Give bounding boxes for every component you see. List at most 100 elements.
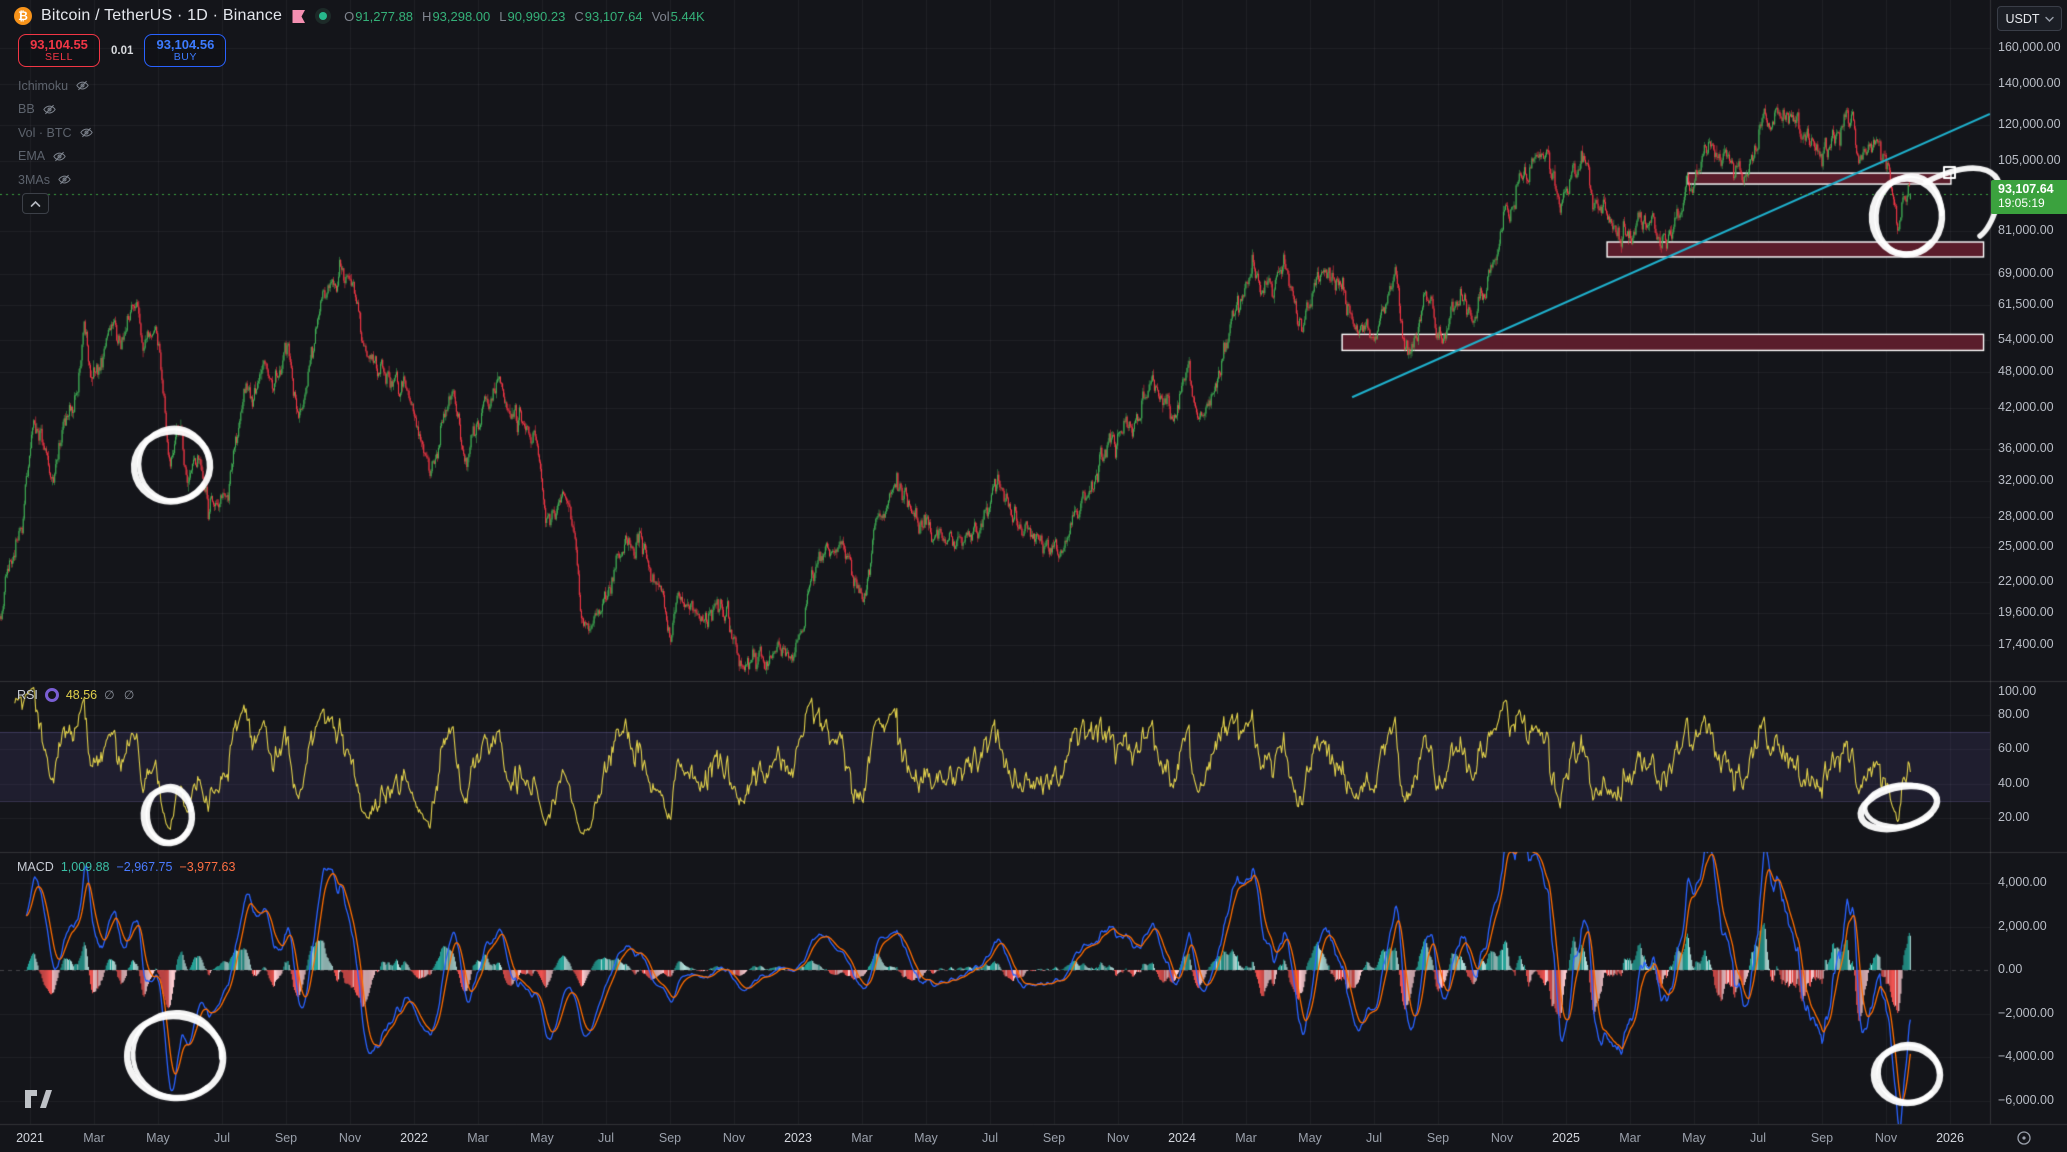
- eye-off-icon: [76, 81, 89, 91]
- last-price-label: 93,107.64 19:05:19: [1991, 179, 2067, 214]
- time-tick-month: Jul: [214, 1131, 230, 1145]
- sell-price: 93,104.55: [30, 37, 88, 52]
- toggle-visibility-icon[interactable]: [75, 78, 90, 93]
- time-tick-month: May: [146, 1131, 170, 1145]
- time-tick-year: 2022: [400, 1131, 428, 1145]
- time-tick-year: 2023: [784, 1131, 812, 1145]
- sell-label: SELL: [44, 51, 74, 63]
- time-tick-month: May: [914, 1131, 938, 1145]
- time-tick-year: 2026: [1936, 1131, 1964, 1145]
- time-tick-month: Mar: [1235, 1131, 1257, 1145]
- tradingview-logo[interactable]: [24, 1089, 53, 1109]
- time-tick-year: 2021: [16, 1131, 44, 1145]
- bitcoin-icon: ₿: [14, 7, 32, 25]
- time-tick-month: May: [1298, 1131, 1322, 1145]
- time-tick-month: Jul: [982, 1131, 998, 1145]
- buy-button[interactable]: 93,104.56 BUY: [144, 34, 227, 67]
- price-tick-label: 22,000.00: [1998, 573, 2054, 588]
- flag-icon[interactable]: [291, 9, 306, 24]
- time-tick-month: Nov: [1490, 1131, 1514, 1145]
- macd-tick-label: −6,000.00: [1998, 1092, 2054, 1107]
- currency-label: USDT: [2005, 11, 2040, 26]
- time-tick-month: Nov: [1874, 1131, 1898, 1145]
- rsi-tick-label: 100.00: [1998, 684, 2037, 698]
- price-tick-label: 28,000.00: [1998, 508, 2054, 523]
- time-tick-month: Mar: [467, 1131, 489, 1145]
- rsi-indicator-icon: [44, 688, 59, 702]
- toggle-visibility-icon[interactable]: [79, 125, 94, 140]
- ohlc-vol: Vol5.44K: [651, 8, 705, 24]
- time-tick-year: 2025: [1552, 1131, 1580, 1145]
- macd-tick-label: 0.00: [1998, 962, 2023, 976]
- collapse-indicators-button[interactable]: [22, 193, 49, 214]
- indicator-list: Ichimoku BB Vol · BTC EMA 3MAs: [18, 74, 94, 192]
- rsi-tick-label: 60.00: [1998, 741, 2030, 756]
- eye-off-icon: [53, 151, 66, 161]
- eye-off-icon: [58, 175, 71, 185]
- order-panel: 93,104.55 SELL 0.01 93,104.56 BUY: [18, 34, 227, 67]
- time-tick-month: Mar: [851, 1131, 873, 1145]
- price-tick-label: 48,000.00: [1998, 363, 2054, 378]
- currency-toggle[interactable]: USDT: [1997, 6, 2062, 31]
- ohlc-h: H93,298.00: [422, 8, 491, 24]
- macd-tick-label: −4,000.00: [1998, 1049, 2054, 1063]
- price-tick-label: 81,000.00: [1998, 223, 2054, 238]
- time-tick-month: May: [530, 1131, 554, 1145]
- price-tick-label: 140,000.00: [1998, 75, 2061, 90]
- time-tick-month: Sep: [658, 1131, 682, 1145]
- chevron-down-icon: [2044, 16, 2054, 22]
- rsi-label: RSI: [17, 688, 38, 702]
- macd-tick-label: 4,000.00: [1998, 875, 2047, 889]
- time-tick-month: Nov: [338, 1131, 362, 1145]
- ohlc-values: O91,277.88 H93,298.00 L90,990.23 C93,107.64…: [344, 9, 705, 24]
- time-tick-year: 2024: [1168, 1131, 1196, 1145]
- symbol-header: ₿ Bitcoin / TetherUS · 1D · Binance O91,…: [14, 7, 705, 25]
- buy-label: BUY: [173, 51, 198, 63]
- toggle-visibility-icon[interactable]: [42, 102, 57, 117]
- price-tick-label: 25,000.00: [1998, 539, 2054, 554]
- toggle-visibility-icon[interactable]: [57, 172, 72, 187]
- indicator-row-3mas[interactable]: 3MAs: [18, 168, 94, 192]
- macd-label: MACD: [17, 860, 54, 874]
- eye-off-icon: [79, 128, 93, 138]
- time-tick-month: Sep: [274, 1131, 298, 1145]
- price-tick-label: 32,000.00: [1998, 473, 2054, 488]
- price-tick-label: 17,400.00: [1998, 637, 2054, 651]
- time-tick-month: Nov: [1106, 1131, 1130, 1145]
- price-tick-label: 160,000.00: [1998, 40, 2061, 54]
- macd-tick-label: −2,000.00: [1998, 1005, 2054, 1020]
- indicator-row-vol-btc[interactable]: Vol · BTC: [18, 121, 94, 145]
- indicator-name: Ichimoku: [18, 78, 69, 93]
- time-tick-month: Nov: [722, 1131, 746, 1145]
- indicator-row-ichimoku[interactable]: Ichimoku: [18, 74, 94, 98]
- macd-pane-legend[interactable]: MACD 1,009.88 −2,967.75 −3,977.63: [17, 860, 235, 874]
- price-tick-label: 19,600.00: [1998, 604, 2054, 619]
- price-tick-label: 42,000.00: [1998, 399, 2054, 414]
- rsi-tick-label: 20.00: [1998, 809, 2030, 824]
- sell-button[interactable]: 93,104.55 SELL: [18, 34, 100, 67]
- time-tick-month: Sep: [1426, 1131, 1450, 1145]
- ohlc-c: C93,107.64: [574, 8, 643, 24]
- indicator-name: EMA: [18, 149, 46, 164]
- eye-off-icon: [42, 104, 56, 114]
- time-axis-clock-icon[interactable]: [2016, 1130, 2032, 1146]
- indicator-name: 3MAs: [18, 172, 50, 187]
- ohlc-l: L90,990.23: [499, 8, 566, 24]
- market-status-icon[interactable]: [315, 8, 332, 24]
- buy-price: 93,104.56: [156, 37, 215, 52]
- time-tick-month: Mar: [83, 1131, 105, 1145]
- rsi-tick-label: 80.00: [1998, 707, 2030, 722]
- time-tick-month: Sep: [1810, 1131, 1834, 1145]
- indicator-row-ema[interactable]: EMA: [18, 145, 94, 169]
- last-price-value: 93,107.64: [1998, 181, 2054, 196]
- indicator-name: Vol · BTC: [18, 125, 72, 140]
- toggle-visibility-icon[interactable]: [52, 149, 67, 164]
- price-tick-label: 54,000.00: [1998, 332, 2054, 347]
- price-tick-label: 105,000.00: [1998, 153, 2061, 168]
- indicator-row-bb[interactable]: BB: [18, 98, 94, 122]
- rsi-pane-legend[interactable]: RSI 48.56 ∅ ∅: [17, 688, 137, 702]
- spread-value: 0.01: [111, 44, 134, 57]
- symbol-title[interactable]: Bitcoin / TetherUS · 1D · Binance: [41, 7, 283, 24]
